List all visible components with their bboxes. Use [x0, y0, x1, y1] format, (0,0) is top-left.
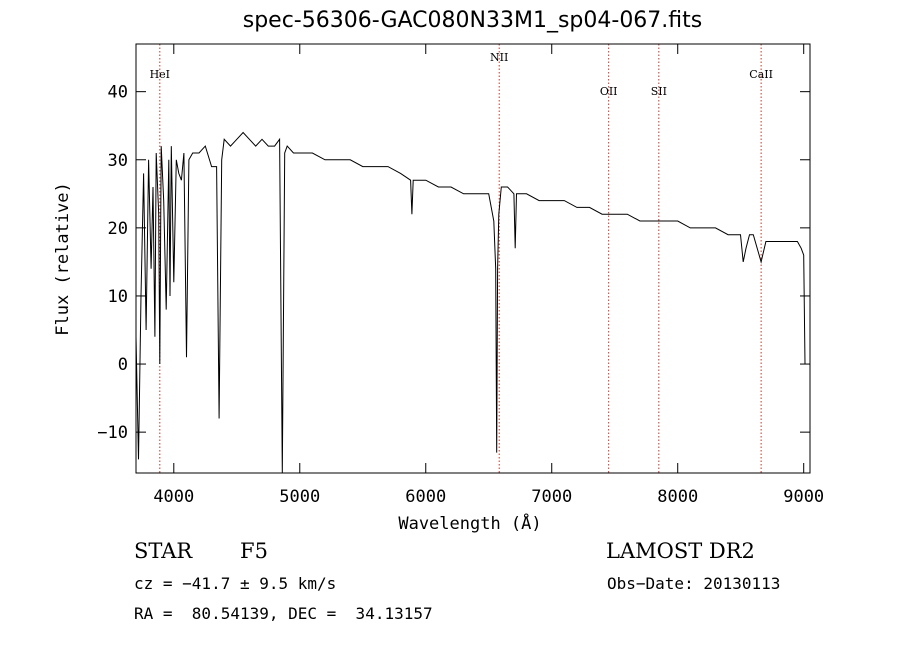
x-tick-label: 7000: [531, 487, 572, 507]
y-tick-label: −10: [97, 423, 128, 443]
line-label-sii: SII: [651, 85, 667, 98]
y-tick-label: 0: [118, 355, 128, 375]
x-axis-label: Wavelength (Å): [398, 512, 541, 534]
line-annotations: HeI NII OII SII CaII: [150, 44, 773, 473]
obs-date-text: Obs−Date: 20130113: [607, 574, 781, 593]
survey-name: LAMOST DR2: [606, 539, 755, 563]
line-label-caii: CaII: [749, 68, 773, 81]
x-tick-label: 4000: [153, 487, 194, 507]
x-tick-label: 5000: [279, 487, 320, 507]
x-tick-label: 9000: [783, 487, 824, 507]
chart-title: spec-56306-GAC080N33M1_sp04-067.fits: [242, 8, 703, 33]
y-tick-label: 10: [108, 287, 128, 307]
y-tick-label: 20: [108, 219, 128, 239]
y-tick-label: 40: [108, 83, 128, 103]
y-axis: −10 0 10 20 30 40: [97, 83, 810, 443]
y-axis-label: Flux (relative): [53, 182, 73, 336]
subclass: F5: [240, 539, 268, 563]
spectrum-series-line: [135, 131, 806, 474]
x-tick-label: 6000: [405, 487, 446, 507]
coordinates-text: RA = 80.54139, DEC = 34.13157: [134, 604, 433, 623]
velocity-text: cz = −41.7 ± 9.5 km/s: [134, 574, 337, 593]
line-label-hei: HeI: [150, 68, 170, 81]
x-axis: 4000 5000 6000 7000 8000 9000: [153, 44, 824, 507]
line-label-oii: OII: [600, 85, 618, 98]
line-label-nii: NII: [490, 51, 508, 64]
x-tick-label: 8000: [657, 487, 698, 507]
y-tick-label: 30: [108, 151, 128, 171]
plot-frame: [135, 43, 811, 474]
object-class: STAR: [134, 539, 193, 563]
